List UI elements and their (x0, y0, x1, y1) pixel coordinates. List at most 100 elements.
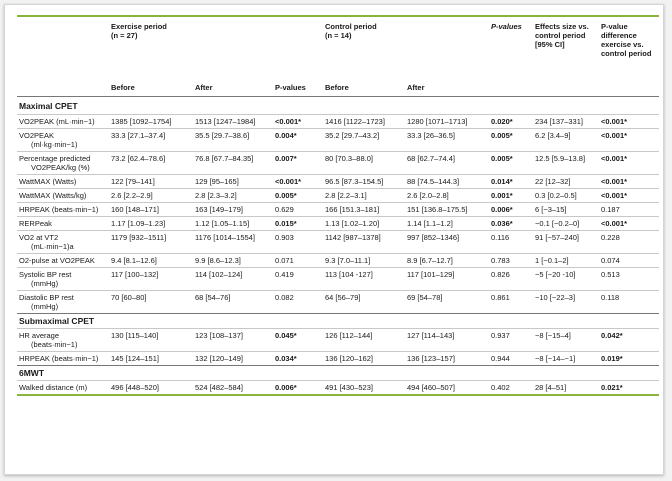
control-period-header: Control period (n = 14) (325, 22, 377, 40)
cell-diff-p: <0.001* (601, 154, 628, 163)
cell-ctl-p: 0.020* (491, 117, 513, 126)
cell-ex-after: 524 [482–584] (195, 383, 243, 392)
cell-ctl-p: 0.006* (491, 205, 513, 214)
cell-ex-before: 1179 [932–1511] (111, 233, 167, 242)
cell-effect: 1 [−0.1–2] (535, 256, 569, 265)
cell-ex-after: 35.5 [29.7–38.6] (195, 131, 250, 140)
cell-ex-p: 0.004* (275, 131, 297, 140)
cell-ctl-p: 0.826 (491, 270, 510, 279)
cell-ctl-after: 1280 [1071–1713] (407, 117, 468, 126)
cell-ex-p: 0.082 (275, 293, 294, 302)
row-label: RERPeak (19, 219, 52, 228)
cell-ex-p: 0.071 (275, 256, 294, 265)
row-label: HR average (beats·min−1) (19, 331, 78, 349)
cell-ctl-before: 96.5 [87.3–154.5] (325, 177, 384, 186)
subheader-row: Before After P-values Before After (17, 58, 659, 97)
cell-diff-p: <0.001* (601, 219, 628, 228)
table-row-vo2peak_kg: VO2PEAK (ml·kg·min−1) 33.3 [27.1–37.4] 35.5… (17, 128, 659, 152)
cell-ctl-p: 0.402 (491, 383, 510, 392)
cell-ctl-p: 0.861 (491, 293, 510, 302)
cell-diff-p: 0.118 (601, 293, 620, 302)
table-row-sbp: Systolic BP rest (mmHg) 117 [100–132] 114 [… (17, 267, 659, 291)
cell-effect: 22 [12–32] (535, 177, 571, 186)
table-row-pct_predicted: Percentage predicted VO2PEAK/kg (%) 73.2 [… (17, 151, 659, 175)
cell-ex-before: 1385 [1092–1754] (111, 117, 172, 126)
table-row-hrpeak: HRPEAK (beats·min−1) 160 [148–171] 163 [14… (17, 202, 659, 217)
cell-ex-p: 0.045* (275, 331, 297, 340)
cell-ctl-before: 9.3 [7.0–11.1] (325, 256, 371, 265)
cell-ctl-before: 491 [430–523] (325, 383, 373, 392)
cell-effect: 12.5 [5.9–13.8] (535, 154, 586, 163)
table-row-wattmax: WattMAX (Watts) 122 [79–141] 129 [95–165] <… (17, 174, 659, 189)
table-row-vo2peak: VO2PEAK (mL·min−1) 1385 [1092–1754] 1513 [… (17, 114, 659, 129)
cell-ctl-p: 0.005* (491, 154, 513, 163)
before-header-control: Before (325, 83, 349, 92)
cell-ctl-after: 494 [460–507] (407, 383, 455, 392)
section-submaximal: Submaximal CPET (17, 313, 659, 329)
row-label: Walked distance (m) (19, 383, 88, 392)
cell-ctl-p: 0.937 (491, 331, 510, 340)
table-row-dbp: Diastolic BP rest (mmHg) 70 [60–80] 68 [54–… (17, 290, 659, 314)
row-label: VO2PEAK (ml·kg·min−1) (19, 131, 78, 149)
table-row-wattmax_kg: WattMAX (Watts/kg) 2.6 [2.2–2.9] 2.8 [2.3–… (17, 188, 659, 203)
row-label: VO2PEAK (mL·min−1) (19, 117, 95, 126)
cell-diff-p: 0.019* (601, 354, 623, 363)
cell-effect: −8 [−14–−1] (535, 354, 576, 363)
cell-diff-p: 0.021* (601, 383, 623, 392)
cell-ex-p: 0.903 (275, 233, 294, 242)
cell-ctl-after: 2.6 [2.0–2.8] (407, 191, 449, 200)
row-label: O2-pulse at VO2PEAK (19, 256, 95, 265)
pvalue-difference-header: P-value difference exercise vs. control … (601, 22, 652, 58)
row-label: WattMAX (Watts) (19, 177, 77, 186)
cell-ctl-p: 0.944 (491, 354, 510, 363)
cell-ex-after: 114 [102–124] (195, 270, 243, 279)
cell-ex-p: 0.419 (275, 270, 294, 279)
cell-diff-p: 0.074 (601, 256, 620, 265)
row-label: Systolic BP rest (mmHg) (19, 270, 72, 288)
cell-diff-p: <0.001* (601, 117, 628, 126)
row-label: Diastolic BP rest (mmHg) (19, 293, 74, 311)
cell-diff-p: 0.187 (601, 205, 620, 214)
cell-ex-before: 122 [79–141] (111, 177, 155, 186)
table-row-walked: Walked distance (m) 496 [448–520] 524 [482… (17, 380, 659, 396)
table-row-hrpeak_sub: HRPEAK (beats·min−1) 145 [124–151] 132 [12… (17, 351, 659, 366)
cell-effect: 28 [4–51] (535, 383, 567, 392)
exercise-period-header: Exercise period (n = 27) (111, 22, 167, 40)
cell-ctl-p: 0.014* (491, 177, 513, 186)
header-row: Exercise period (n = 27) Control period (n… (17, 17, 659, 58)
cell-ctl-before: 113 [104 -127] (325, 270, 373, 279)
cell-ex-after: 129 [95–165] (195, 177, 239, 186)
row-label: WattMAX (Watts/kg) (19, 191, 87, 200)
cell-ex-p: <0.001* (275, 117, 302, 126)
cell-ctl-after: 8.9 [6.7–12.7] (407, 256, 453, 265)
after-header-control: After (407, 83, 425, 92)
cell-ex-before: 145 [124–151] (111, 354, 159, 363)
cell-ctl-after: 151 [136.8–175.5] (407, 205, 468, 214)
cell-diff-p: <0.001* (601, 131, 628, 140)
cell-ctl-after: 68 [62.7–74.4] (407, 154, 455, 163)
cell-ctl-before: 64 [56–79] (325, 293, 361, 302)
cell-ctl-before: 166 [151.3–181] (325, 205, 380, 214)
cell-effect: −10 [−22–3] (535, 293, 576, 302)
cell-ex-after: 1513 [1247–1984] (195, 117, 256, 126)
cell-ex-after: 2.8 [2.3–3.2] (195, 191, 237, 200)
cell-ctl-before: 136 [120–162] (325, 354, 373, 363)
cell-ctl-before: 35.2 [29.7–43.2] (325, 131, 380, 140)
row-label: Percentage predicted VO2PEAK/kg (%) (19, 154, 91, 172)
cell-diff-p: 0.513 (601, 270, 620, 279)
cell-diff-p: 0.228 (601, 233, 620, 242)
cell-ctl-before: 1.13 [1.02–1.20] (325, 219, 380, 228)
cell-ctl-p: 0.116 (491, 233, 510, 242)
cell-ctl-after: 33.3 [26–36.5] (407, 131, 455, 140)
bottom-rule (17, 394, 659, 397)
section-sixmwt: 6MWT (17, 365, 659, 381)
cell-effect: −8 [−15–4] (535, 331, 571, 340)
cell-ex-before: 160 [148–171] (111, 205, 159, 214)
cell-diff-p: <0.001* (601, 191, 628, 200)
cell-effect: 0.3 [0.2–0.5] (535, 191, 577, 200)
cell-ctl-after: 997 [852–1346] (407, 233, 460, 242)
cell-effect: 6 [−3–15] (535, 205, 567, 214)
cell-effect: 6.2 [3.4–9] (535, 131, 571, 140)
cell-ex-p: 0.015* (275, 219, 297, 228)
cell-ex-p: 0.007* (275, 154, 297, 163)
